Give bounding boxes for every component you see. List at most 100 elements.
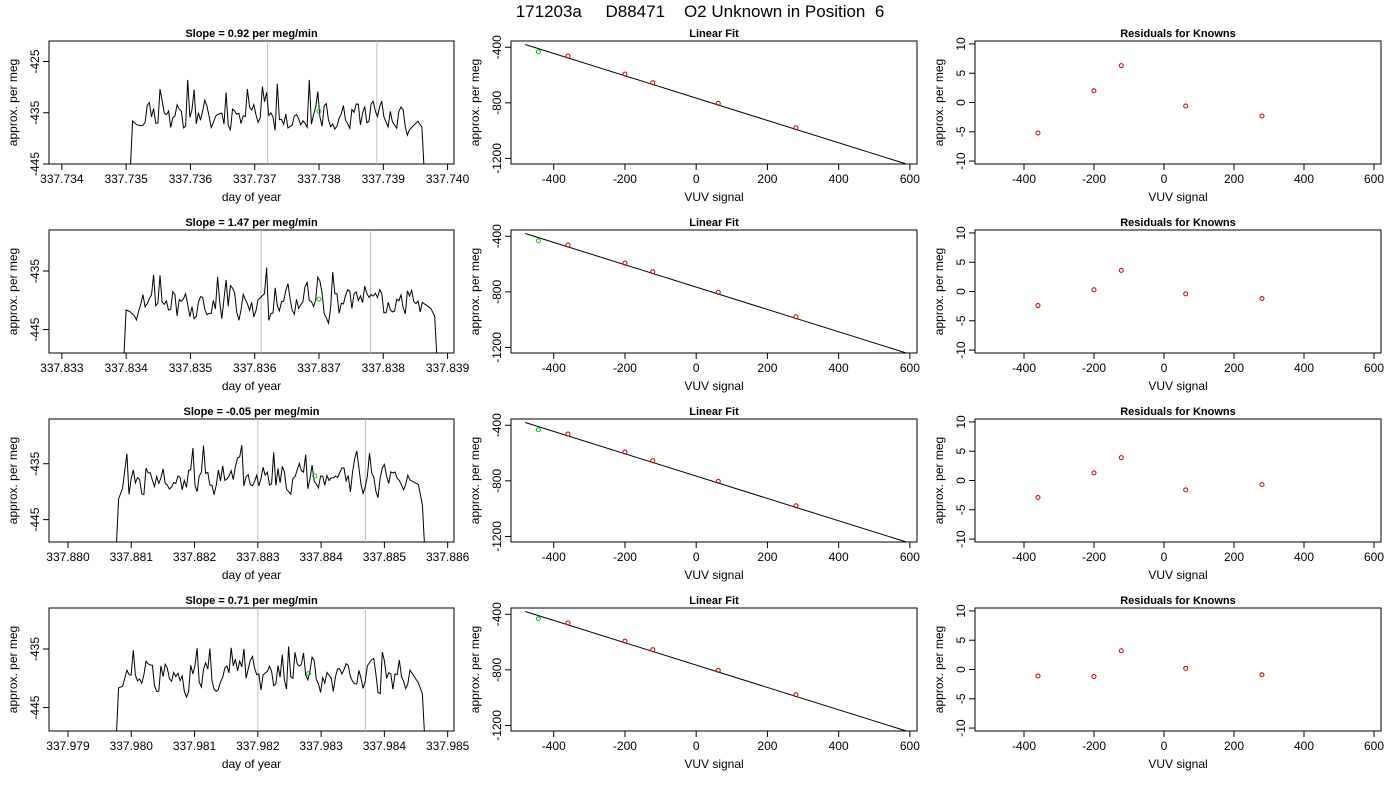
- y-axis-label: approx. per meg: [932, 626, 946, 713]
- x-axis-label: day of year: [222, 568, 281, 582]
- residual-point: [1259, 113, 1265, 119]
- known-standard-point: [650, 647, 656, 653]
- y-axis-label: approx. per meg: [932, 59, 946, 146]
- x-tick-label: -400: [1012, 739, 1036, 753]
- residual-point: [1259, 672, 1265, 678]
- x-tick-label: 337.837: [297, 361, 341, 375]
- plot-area: [525, 232, 907, 353]
- page-title: 171203a D88471 O2 Unknown in Position 6: [515, 2, 885, 21]
- x-axis-label: VUV signal: [1148, 568, 1207, 582]
- x-tick-label: -200: [613, 550, 637, 564]
- known-standard-point: [565, 53, 571, 59]
- x-tick-label: -400: [542, 172, 566, 186]
- x-tick-label: 0: [693, 550, 700, 564]
- panel-title: Linear Fit: [689, 406, 739, 418]
- x-axis-label: VUV signal: [684, 379, 743, 393]
- y-axis-label: approx. per meg: [6, 59, 20, 146]
- x-tick-label: 337.735: [104, 172, 148, 186]
- y-tick-label: -445: [28, 317, 42, 341]
- known-standard-point: [793, 125, 799, 131]
- x-tick-label: 337.886: [426, 550, 470, 564]
- x-tick-label: 337.882: [173, 550, 217, 564]
- x-tick-label: 200: [1224, 550, 1244, 564]
- residual-point: [1118, 648, 1124, 654]
- x-tick-label: -400: [1012, 361, 1036, 375]
- plot-area: [1035, 455, 1265, 500]
- x-tick-label: -400: [542, 739, 566, 753]
- x-tick-label: 337.983: [299, 739, 343, 753]
- x-tick-label: 200: [1224, 361, 1244, 375]
- residual-point: [1259, 296, 1265, 302]
- known-standard-point: [622, 71, 628, 77]
- signal-trace: [116, 445, 425, 542]
- x-tick-label: 600: [900, 739, 920, 753]
- residual-point: [1183, 103, 1189, 109]
- x-tick-label: -400: [1012, 172, 1036, 186]
- x-tick-label: 337.740: [426, 172, 470, 186]
- y-tick-label: 10: [954, 415, 968, 429]
- x-tick-label: 0: [693, 361, 700, 375]
- x-axis-label: VUV signal: [1148, 379, 1207, 393]
- x-tick-label: 337.884: [299, 550, 343, 564]
- x-axis-label: day of year: [222, 757, 281, 771]
- panel-time-series-1: Slope = 1.47 per meg/min 337.833 337.834 33…: [6, 217, 470, 393]
- plot-frame: [974, 418, 1382, 543]
- x-tick-label: 0: [693, 739, 700, 753]
- panel-residuals-2: Residuals for Knowns -400 -200 0 200 400 600 VU…: [932, 406, 1384, 582]
- x-tick-label: -200: [613, 739, 637, 753]
- x-tick-label: 200: [757, 172, 777, 186]
- x-tick-label: -200: [613, 172, 637, 186]
- plot-area: [1035, 648, 1265, 680]
- fit-line: [525, 421, 907, 542]
- x-tick-label: 337.834: [104, 361, 148, 375]
- residual-point: [1118, 267, 1124, 273]
- y-tick-label: 5: [954, 70, 968, 77]
- y-axis-label: approx. per meg: [468, 437, 482, 524]
- y-axis-label: approx. per meg: [6, 437, 20, 524]
- x-tick-label: 337.985: [426, 739, 470, 753]
- x-tick-label: 337.739: [362, 172, 406, 186]
- y-tick-label: -5: [954, 315, 968, 326]
- x-axis-label: VUV signal: [684, 757, 743, 771]
- residual-point: [1035, 673, 1041, 679]
- y-tick-label: -5: [954, 693, 968, 704]
- plot-frame: [48, 418, 455, 543]
- y-tick-label: -800: [490, 91, 504, 115]
- known-standard-point: [622, 449, 628, 455]
- x-tick-label: 200: [757, 739, 777, 753]
- y-tick-label: -800: [490, 469, 504, 493]
- x-tick-label: 337.836: [233, 361, 277, 375]
- plot-area: [1035, 63, 1265, 136]
- panel-title: Residuals for Knowns: [1120, 595, 1236, 607]
- y-tick-label: -400: [490, 602, 504, 626]
- x-tick-label: -200: [1082, 550, 1106, 564]
- signal-trace: [116, 646, 425, 731]
- y-tick-label: -400: [490, 35, 504, 59]
- y-axis-label: approx. per meg: [932, 248, 946, 335]
- residual-point: [1183, 487, 1189, 493]
- panel-title: Residuals for Knowns: [1120, 406, 1236, 418]
- panel-title: Linear Fit: [689, 28, 739, 40]
- y-tick-label: -1200: [490, 521, 504, 552]
- y-axis-label: approx. per meg: [468, 59, 482, 146]
- y-axis-label: approx. per meg: [6, 626, 20, 713]
- x-tick-label: 600: [1364, 172, 1384, 186]
- x-tick-label: -200: [1082, 739, 1106, 753]
- plot-area: [525, 610, 907, 731]
- x-tick-label: -400: [1012, 550, 1036, 564]
- panel-linear-fit-1: Linear Fit -400 -200 0 200 400 600 VUV signal -4…: [468, 217, 920, 393]
- x-tick-label: 400: [829, 172, 849, 186]
- known-standard-point: [565, 620, 571, 626]
- known-standard-point: [650, 80, 656, 86]
- signal-trace: [130, 79, 425, 164]
- known-standard-point: [793, 503, 799, 509]
- unknown-sample-point: [305, 671, 311, 677]
- known-standard-point: [650, 269, 656, 275]
- unknown-sample-point: [535, 238, 541, 244]
- x-axis-label: VUV signal: [1148, 757, 1207, 771]
- known-standard-point: [622, 638, 628, 644]
- plot-frame: [48, 607, 455, 732]
- unknown-sample-point: [535, 616, 541, 622]
- x-tick-label: 200: [1224, 739, 1244, 753]
- residual-point: [1091, 287, 1097, 293]
